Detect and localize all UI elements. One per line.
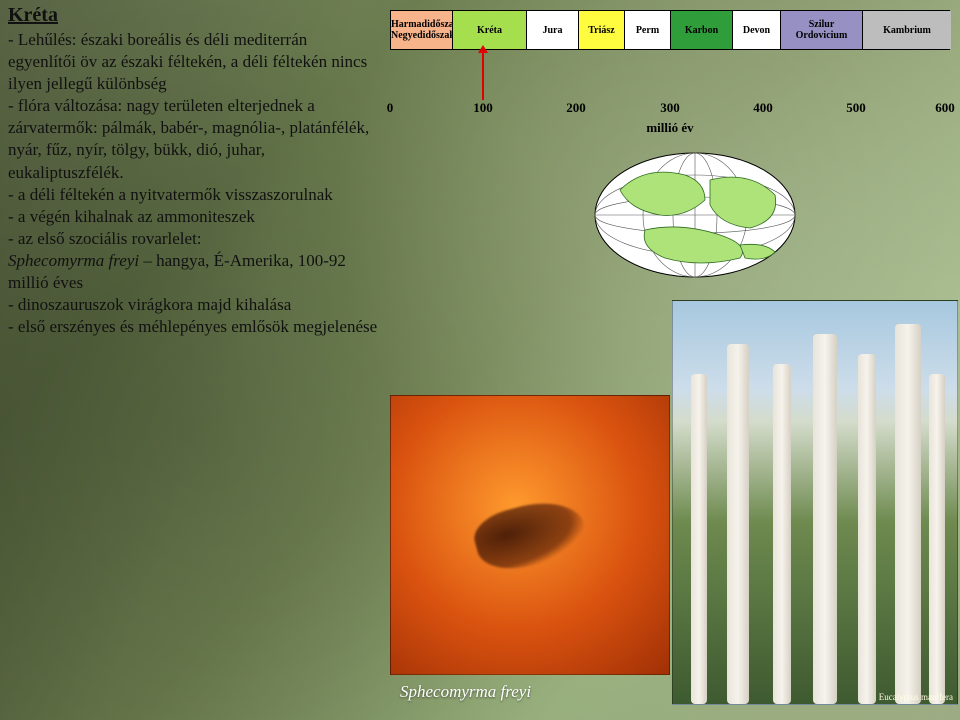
- timeline-period: HarmadidőszakNegyedidőszak: [391, 11, 453, 49]
- timeline-period: Kambrium: [863, 11, 951, 49]
- timeline-axis: millió év 0100200300400500600: [390, 100, 950, 128]
- text-column: Kréta - Lehűlés: északi boreális és déli…: [8, 4, 378, 338]
- current-period-arrow: [482, 52, 484, 100]
- amber-ant-image: [390, 395, 670, 675]
- axis-tick: 100: [473, 100, 493, 116]
- axis-tick: 600: [935, 100, 955, 116]
- timeline-periods-row: HarmadidőszakNegyedidőszakKrétaJuraTriás…: [390, 10, 950, 50]
- forest-caption: Eucalyptus manifera: [879, 692, 953, 702]
- timeline-period: SzilurOrdovicium: [781, 11, 863, 49]
- axis-tick: 500: [846, 100, 866, 116]
- axis-tick: 400: [753, 100, 773, 116]
- timeline-period: Jura: [527, 11, 579, 49]
- bullet-3: - a végén kihalnak az ammoniteszek: [8, 207, 255, 226]
- axis-tick: 0: [387, 100, 394, 116]
- timeline-period: Devon: [733, 11, 781, 49]
- eucalyptus-forest-image: Eucalyptus manifera: [672, 300, 958, 705]
- bullet-2: - a déli féltekén a nyitvatermők visszas…: [8, 185, 333, 204]
- axis-label: millió év: [646, 120, 693, 136]
- amber-ant-caption: Sphecomyrma freyi: [400, 682, 531, 702]
- bullet-5: - dinoszauruszok virágkora majd kihalása: [8, 295, 291, 314]
- axis-tick: 200: [566, 100, 586, 116]
- bullet-6: - első erszényes és méhlepényes emlősök …: [8, 317, 377, 336]
- axis-tick: 300: [660, 100, 680, 116]
- insect-name: Sphecomyrma freyi: [8, 251, 139, 270]
- page-title: Kréta: [8, 4, 378, 27]
- timeline-period: Karbon: [671, 11, 733, 49]
- body-text: - Lehűlés: északi boreális és déli medit…: [8, 29, 378, 338]
- bullet-4: - az első szociális rovarlelet:: [8, 229, 202, 248]
- bullet-0: - Lehűlés: északi boreális és déli medit…: [8, 30, 367, 93]
- timeline-period: Kréta: [453, 11, 527, 49]
- geologic-timeline-chart: HarmadidőszakNegyedidőszakKrétaJuraTriás…: [390, 10, 950, 128]
- paleomap-globe: [590, 150, 800, 280]
- timeline-period: Perm: [625, 11, 671, 49]
- bullet-1: - flóra változása: nagy területen elterj…: [8, 96, 369, 181]
- timeline-period: Triász: [579, 11, 625, 49]
